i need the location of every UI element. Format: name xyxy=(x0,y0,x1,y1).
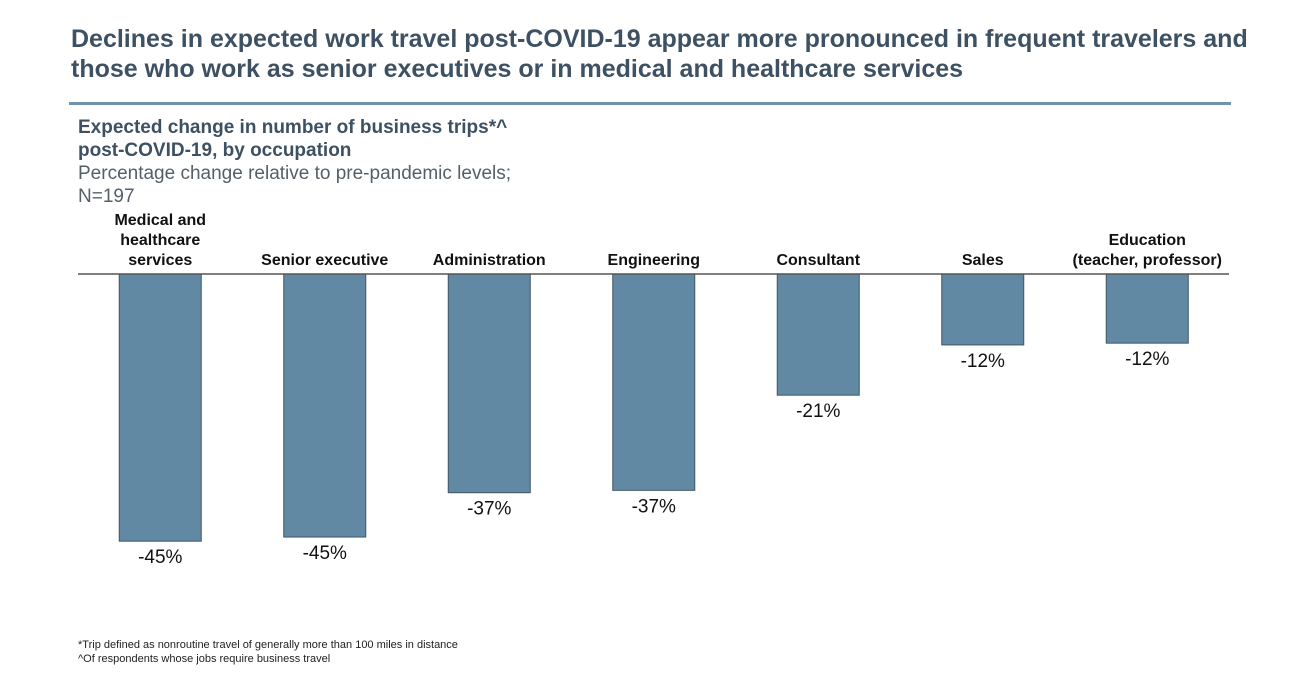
bar-6 xyxy=(1105,273,1189,344)
category-label-0-1: healthcare xyxy=(120,232,200,249)
title-divider xyxy=(69,102,1231,105)
footnote-respondents: ^Of respondents whose jobs require busin… xyxy=(78,653,331,665)
category-label-6-1: (teacher, professor) xyxy=(1073,252,1222,269)
category-label-1-0: Senior executive xyxy=(261,252,388,269)
footnotes: *Trip defined as nonroutine travel of ge… xyxy=(78,638,778,666)
category-label-0-2: services xyxy=(128,252,192,269)
footnote-trip-definition: *Trip defined as nonroutine travel of ge… xyxy=(78,639,458,651)
chart-subtitle-line-2: post-COVID-19, by occupation xyxy=(78,140,352,161)
category-label-4-0: Consultant xyxy=(776,252,860,269)
bar-2 xyxy=(447,273,531,494)
chart-description: Percentage change relative to pre-pandem… xyxy=(78,162,678,208)
bar-0 xyxy=(118,273,202,542)
data-label-1: -45% xyxy=(303,543,347,564)
category-label-3-0: Engineering xyxy=(608,252,700,269)
chart-subtitle: Expected change in number of business tr… xyxy=(78,116,678,162)
data-label-0: -45% xyxy=(138,547,182,568)
bar-5 xyxy=(941,273,1025,346)
category-label-2-0: Administration xyxy=(433,252,546,269)
category-label-5-0: Sales xyxy=(962,252,1004,269)
data-label-4: -21% xyxy=(796,401,840,422)
data-label-3: -37% xyxy=(632,496,676,517)
chart-description-line-1: Percentage change relative to pre-pandem… xyxy=(78,163,512,184)
data-label-2: -37% xyxy=(467,499,511,520)
data-label-5: -12% xyxy=(961,351,1005,372)
category-label-0-0: Medical and xyxy=(114,212,206,229)
bar-1 xyxy=(283,273,367,538)
category-label-6-0: Education xyxy=(1109,232,1186,249)
bar-4 xyxy=(776,273,860,396)
bar-3 xyxy=(612,273,696,491)
data-label-6: -12% xyxy=(1125,349,1169,370)
page-title: Declines in expected work travel post-CO… xyxy=(71,25,1248,83)
chart-sample-size: N=197 xyxy=(78,186,135,207)
chart-subtitle-line-1: Expected change in number of business tr… xyxy=(78,117,508,138)
